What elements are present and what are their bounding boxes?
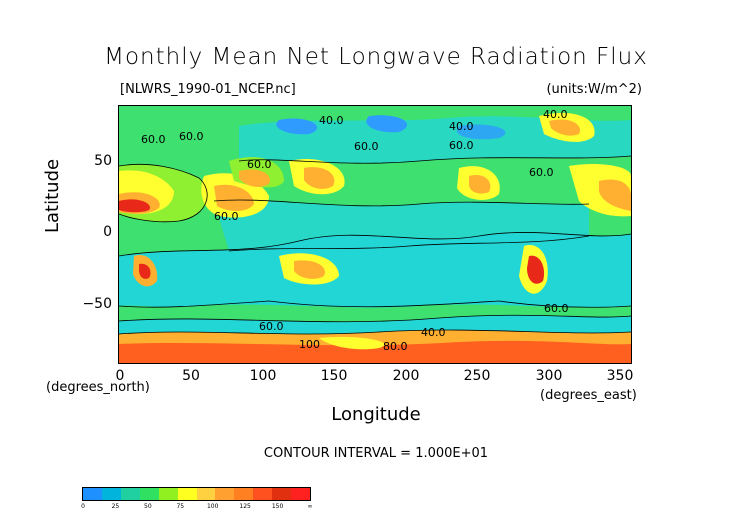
- arctic-blue-patch-1: [276, 118, 318, 135]
- contour-label: 60.0: [354, 140, 379, 153]
- x-tick-label: 0: [115, 368, 125, 384]
- south-america-red: [527, 255, 545, 284]
- map-plot-area: 40.0 40.0 60.0 60.0 60.0 60.0 60.0 60.0 …: [118, 105, 632, 364]
- contour-label: 60.0: [529, 166, 554, 179]
- plot-title: Monthly Mean Net Longwave Radiation Flux: [104, 44, 648, 70]
- colorbar-swatch: [291, 488, 311, 500]
- arctic-blue-patch-3: [456, 124, 506, 140]
- colorbar-swatch: [120, 488, 140, 500]
- y-tick-label: 0: [103, 224, 112, 240]
- australia-orange: [294, 260, 325, 279]
- west-africa-orange: [599, 179, 631, 211]
- antarctica-red-orange: [119, 340, 631, 363]
- colorbar-swatch: [158, 488, 178, 500]
- x-axis-title: Longitude: [331, 404, 421, 425]
- colorbar-label: 25: [111, 503, 120, 510]
- colorbar: [82, 487, 311, 501]
- y-axis-title: Latitude: [42, 158, 63, 233]
- contour-label: 60.0: [449, 139, 474, 152]
- contour-label: 40.0: [421, 326, 446, 339]
- southern-africa-red: [139, 263, 151, 279]
- x-tick-label: 300: [535, 368, 563, 384]
- colorbar-swatch: [177, 488, 197, 500]
- contour-label: 60.0: [259, 320, 284, 333]
- north-america-orange: [469, 175, 491, 194]
- contour-label: 40.0: [319, 114, 344, 127]
- arctic-blue-patch-2: [366, 115, 408, 133]
- colorbar-swatch: [101, 488, 121, 500]
- tropical-band: [214, 199, 589, 251]
- contour-label: 40.0: [543, 108, 568, 121]
- file-label: [NLWRS_1990-01_NCEP.nc]: [120, 82, 296, 97]
- colorbar-label: 150: [271, 503, 284, 510]
- contour-label: 60.0: [141, 133, 166, 146]
- units-label: (units:W/m^2): [546, 82, 642, 97]
- colorbar-swatch: [234, 488, 254, 500]
- x-tick-label: 150: [320, 368, 348, 384]
- colorbar-swatch: [215, 488, 235, 500]
- contour-label: 60.0: [544, 302, 569, 315]
- contour-lines: [119, 155, 631, 335]
- colorbar-swatch: [83, 488, 102, 500]
- x-tick-label: 100: [249, 368, 277, 384]
- contour-label: 60.0: [179, 130, 204, 143]
- y-tick-label: −50: [82, 296, 112, 312]
- contour-interval-text: CONTOUR INTERVAL = 1.000E+01: [263, 446, 489, 461]
- x-tick-label: 350: [606, 368, 634, 384]
- colorbar-label: 100: [206, 503, 219, 510]
- arabia-orange: [214, 184, 254, 211]
- x-tick-label: 200: [392, 368, 420, 384]
- sahara-red: [119, 199, 150, 213]
- contour-label: 80.0: [383, 340, 408, 353]
- colorbar-label: 50: [144, 503, 152, 510]
- colorbar-swatch: [253, 488, 273, 500]
- tibet-orange: [304, 167, 335, 189]
- central-asia-orange: [239, 169, 270, 187]
- colorbar-label: 0: [81, 503, 85, 510]
- colorbar-label: 75: [176, 503, 185, 510]
- colorbar-swatch: [196, 488, 216, 500]
- flux-field-map: [119, 106, 631, 363]
- contour-label: 60.0: [247, 158, 272, 171]
- greenland-orange: [549, 119, 580, 136]
- x-tick-label: 50: [182, 368, 200, 384]
- x-unit-note: (degrees_east): [540, 388, 637, 403]
- colorbar-label: 125: [239, 503, 251, 510]
- antarctica-yellow-patch: [319, 336, 385, 350]
- colorbar-label: ∞: [307, 503, 313, 510]
- y-unit-note: (degrees_north): [46, 380, 150, 395]
- contour-label: 60.0: [214, 210, 239, 223]
- colorbar-swatch: [139, 488, 159, 500]
- contour-label: 40.0: [449, 120, 474, 133]
- southern-ocean-band: [119, 232, 631, 308]
- contour-label: 100: [299, 338, 320, 351]
- x-tick-label: 250: [463, 368, 491, 384]
- y-tick-label: 50: [94, 153, 112, 169]
- arctic-band: [239, 116, 631, 164]
- colorbar-swatch: [272, 488, 292, 500]
